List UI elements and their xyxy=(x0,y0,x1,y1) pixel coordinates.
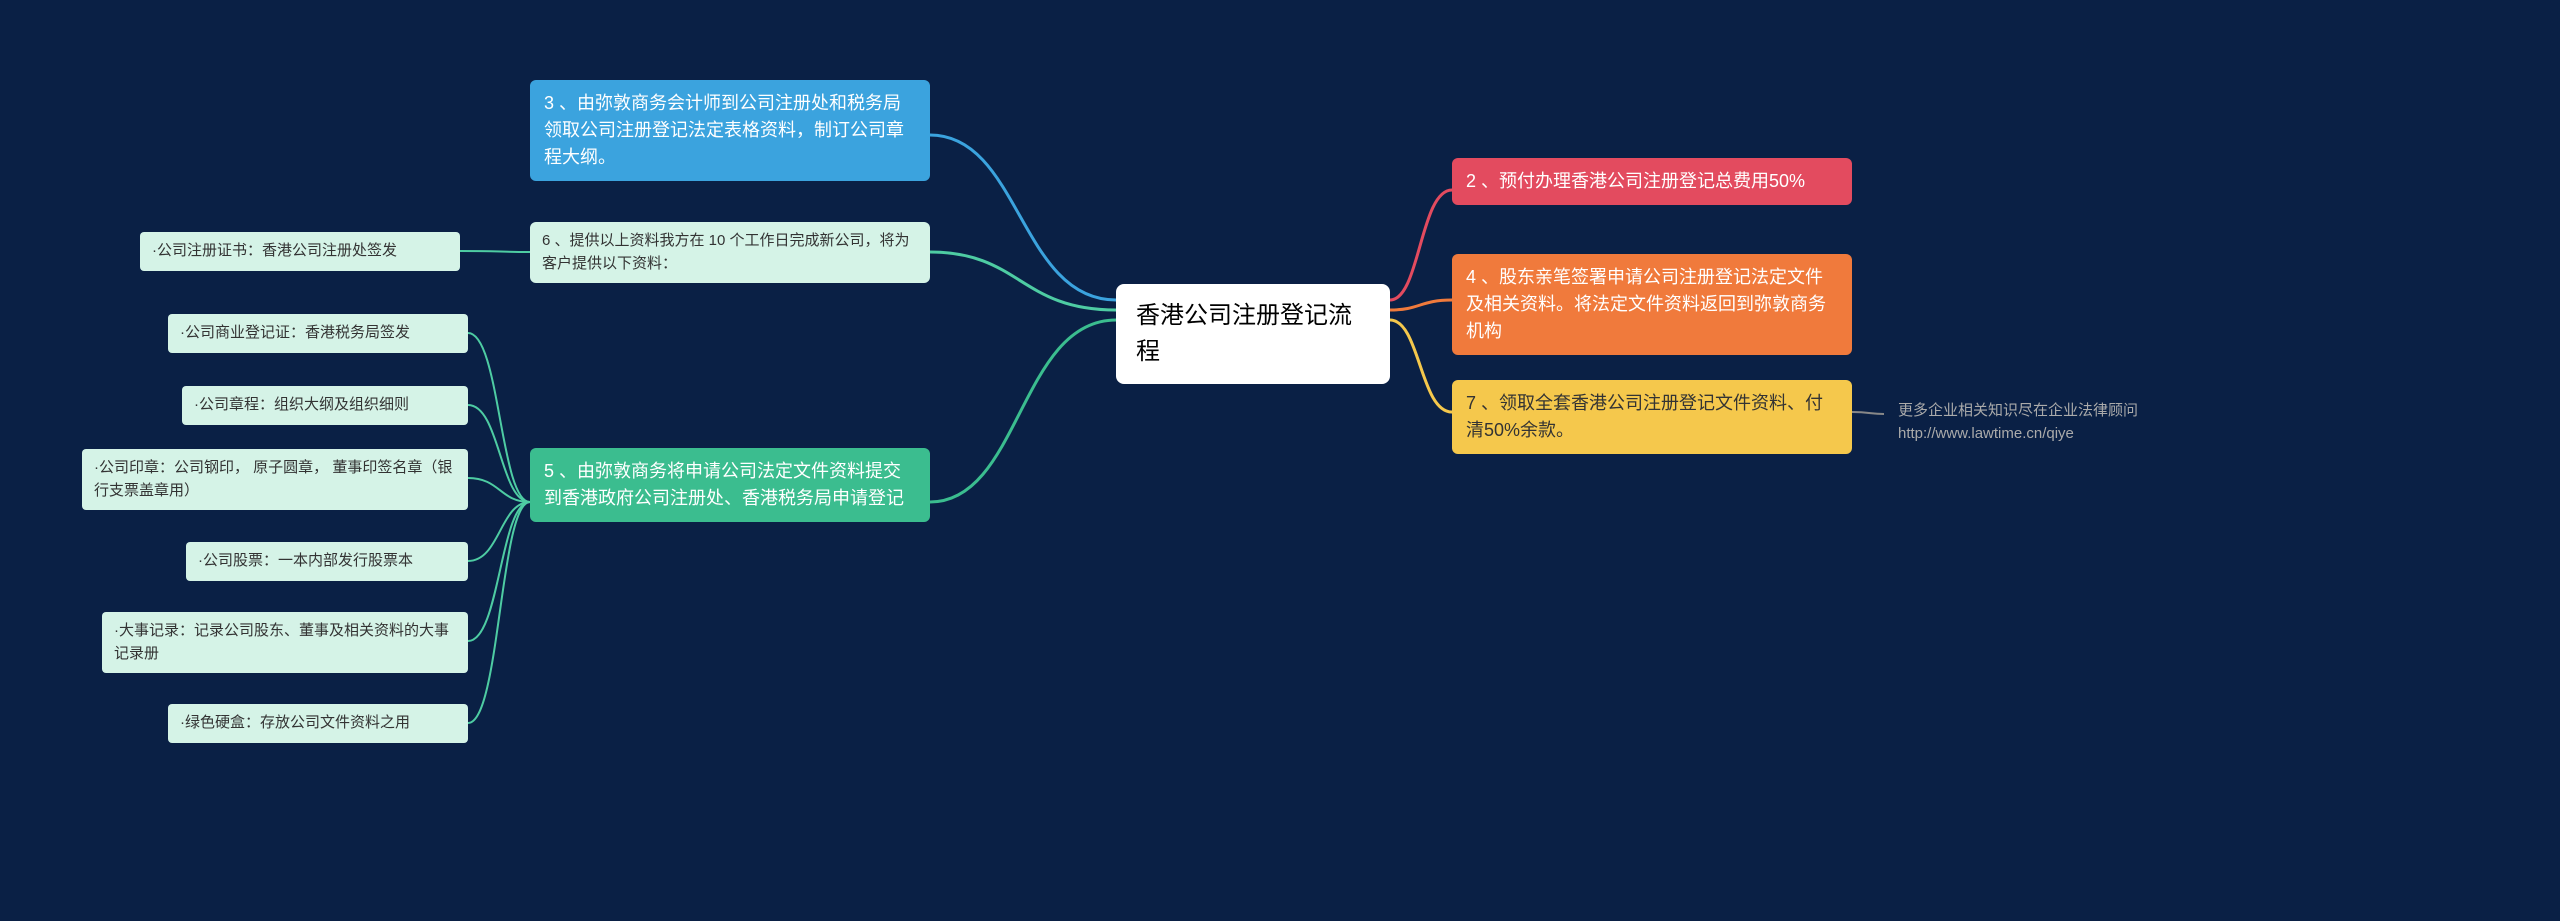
leaf-seals[interactable]: ·公司印章：公司钢印， 原子圆章， 董事印签名章（银行支票盖章用） xyxy=(82,449,468,510)
conn-l5-c7 xyxy=(468,502,530,723)
node-step-3[interactable]: 3 、由弥敦商务会计师到公司注册处和税务局领取公司注册登记法定表格资料，制订公司… xyxy=(530,80,930,181)
conn-center-r2 xyxy=(1390,190,1452,300)
node-step-6[interactable]: 6 、提供以上资料我方在 10 个工作日完成新公司，将为客户提供以下资料： xyxy=(530,222,930,283)
conn-center-l6 xyxy=(930,252,1116,310)
conn-center-l3 xyxy=(930,135,1116,300)
center-node[interactable]: 香港公司注册登记流程 xyxy=(1116,284,1390,384)
conn-center-r4 xyxy=(1390,300,1452,310)
node-step-2[interactable]: 2 、预付办理香港公司注册登记总费用50% xyxy=(1452,158,1852,205)
node-step-5[interactable]: 5 、由弥敦商务将申请公司法定文件资料提交到香港政府公司注册处、香港税务局申请登… xyxy=(530,448,930,522)
node-step-7[interactable]: 7 、领取全套香港公司注册登记文件资料、付清50%余款。 xyxy=(1452,380,1852,454)
conn-center-r7 xyxy=(1390,320,1452,412)
leaf-records[interactable]: ·大事记录：记录公司股东、董事及相关资料的大事记录册 xyxy=(102,612,468,673)
conn-l5-c6 xyxy=(468,502,530,641)
info-link-node[interactable]: 更多企业相关知识尽在企业法律顾问http://www.lawtime.cn/qi… xyxy=(1884,390,2304,455)
leaf-stock[interactable]: ·公司股票：一本内部发行股票本 xyxy=(186,542,468,581)
leaf-biz-reg[interactable]: ·公司商业登记证：香港税务局签发 xyxy=(168,314,468,353)
leaf-articles[interactable]: ·公司章程：组织大纲及组织细则 xyxy=(182,386,468,425)
leaf-cert[interactable]: ·公司注册证书：香港公司注册处签发 xyxy=(140,232,460,271)
leaf-greenbox[interactable]: ·绿色硬盒：存放公司文件资料之用 xyxy=(168,704,468,743)
conn-l6-c1 xyxy=(460,251,530,252)
conn-l5-c5 xyxy=(468,502,530,561)
conn-r7-info xyxy=(1852,412,1884,414)
conn-l5-c2 xyxy=(468,333,530,502)
conn-center-l5 xyxy=(930,320,1116,502)
conn-l5-c4 xyxy=(468,478,530,502)
node-step-4[interactable]: 4 、股东亲笔签署申请公司注册登记法定文件及相关资料。将法定文件资料返回到弥敦商… xyxy=(1452,254,1852,355)
conn-l5-c3 xyxy=(468,405,530,502)
